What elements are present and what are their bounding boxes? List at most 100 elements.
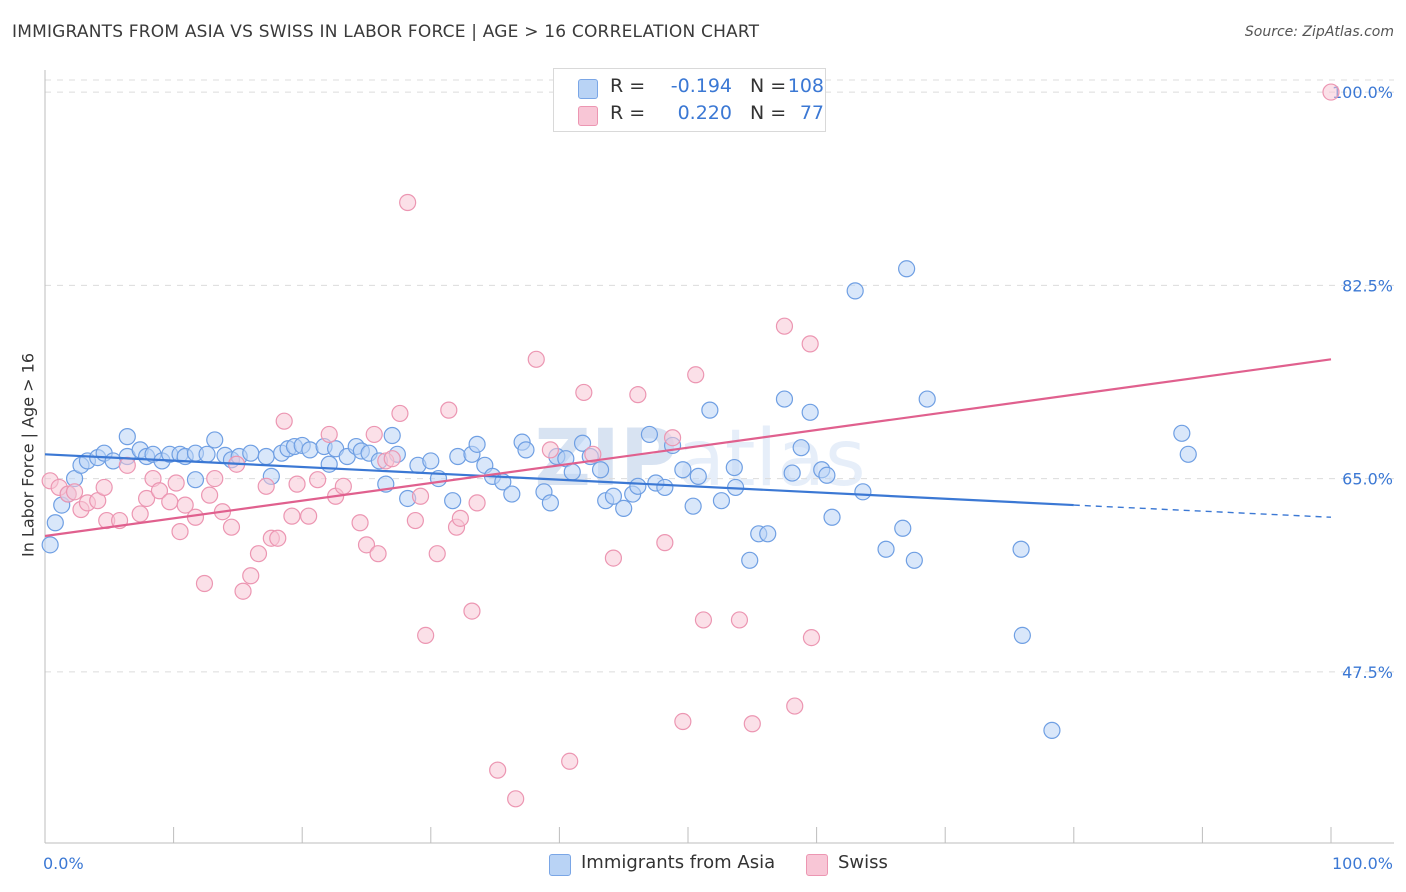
legend-n-label: N = [750, 75, 787, 97]
data-point-swiss [242, 567, 260, 585]
axes [44, 70, 1394, 844]
data-point-swiss [65, 483, 84, 501]
watermark-atlas: atlas [677, 414, 866, 504]
legend-swatch-swiss [578, 106, 598, 126]
data-point-asia [898, 260, 916, 278]
data-point-swiss [1322, 83, 1340, 101]
data-point-swiss [674, 712, 692, 731]
data-point-asia [783, 464, 801, 482]
legend-n-value: 77 [799, 102, 824, 124]
data-point-swiss [131, 505, 149, 523]
data-point-asia [41, 536, 59, 554]
data-point-swiss [334, 477, 352, 495]
data-point-swiss [411, 487, 430, 505]
data-point-swiss [95, 478, 113, 497]
data-point-asia [615, 499, 633, 518]
data-point-asia [301, 441, 319, 459]
tick-labels: 47.5% 65.0% 82.5% 100.0% 0.0% 100.0% [43, 83, 1393, 873]
data-point-asia [801, 403, 819, 421]
data-point-swiss [507, 790, 525, 808]
data-point-asia [792, 439, 810, 457]
data-point-swiss [234, 582, 252, 600]
y-tick-label: 100.0% [1332, 83, 1393, 102]
data-point-asia [257, 447, 275, 466]
data-point-swiss [201, 486, 219, 504]
data-point-asia [186, 471, 205, 489]
chart-title: IMMIGRANTS FROM ASIA VS SWISS IN LABOR F… [12, 22, 760, 42]
data-point-asia [759, 525, 777, 543]
trend-lines [44, 358, 1332, 538]
data-point-asia [503, 485, 521, 503]
data-point-swiss [802, 629, 821, 647]
data-point-asia [206, 431, 224, 449]
legend-label-asia: Immigrants from Asia [581, 852, 776, 873]
data-point-swiss [527, 350, 545, 368]
data-point-asia [1179, 445, 1197, 463]
data-point-swiss [288, 475, 306, 493]
data-point-asia [517, 441, 535, 459]
data-point-asia [854, 483, 872, 501]
legend-n-value: 108 [787, 75, 824, 97]
x-tick-label: 100.0% [1332, 854, 1393, 873]
y-tick-label: 47.5% [1342, 663, 1393, 682]
data-point-asia [818, 466, 836, 484]
data-point-asia [741, 551, 759, 569]
data-point-swiss [489, 761, 507, 779]
data-point-swiss [195, 574, 214, 593]
data-point-swiss [206, 469, 224, 488]
legend-r-label: R = [610, 102, 646, 124]
data-point-asia [1173, 424, 1191, 442]
data-point-swiss [399, 193, 417, 212]
data-point-swiss [451, 509, 469, 527]
data-point-swiss [222, 518, 241, 536]
data-point-asia [46, 514, 64, 532]
legend-swatch-asia [578, 79, 598, 99]
data-point-asia [242, 444, 260, 462]
data-point-swiss [320, 425, 338, 444]
data-point-swiss [775, 317, 794, 335]
data-point-swiss [468, 494, 486, 512]
data-point-asia [823, 508, 841, 526]
legend-swatch-swiss [806, 854, 828, 876]
trend-line-swiss [44, 358, 1332, 538]
data-point-asia [712, 492, 731, 510]
data-point-swiss [656, 534, 674, 552]
data-point-swiss [417, 626, 435, 644]
data-point-swiss [604, 549, 623, 567]
data-point-swiss [428, 545, 446, 563]
data-point-swiss [463, 602, 481, 620]
data-point-swiss [365, 425, 383, 444]
data-point-swiss [300, 507, 318, 525]
data-point-swiss [257, 477, 275, 495]
y-tick-label: 82.5% [1342, 276, 1393, 295]
data-point-asia [846, 282, 864, 300]
data-point-swiss [730, 611, 749, 629]
data-point-swiss [150, 482, 169, 500]
data-point-swiss [186, 508, 205, 526]
data-point-asia [656, 478, 674, 497]
data-point-asia [449, 447, 467, 466]
stats-legend: R = -0.194 N = 108 R = 0.220 N = 77 [553, 68, 826, 132]
data-point-asia [541, 494, 559, 512]
source-label: Source: ZipAtlas.com [1244, 24, 1394, 40]
data-point-asia [701, 401, 719, 419]
data-point-swiss [309, 471, 327, 489]
data-point-asia [674, 461, 692, 479]
data-point-swiss [575, 383, 593, 402]
data-point-swiss [584, 445, 602, 463]
data-point-swiss [357, 536, 376, 554]
data-point-swiss [561, 752, 579, 770]
data-point-asia [877, 540, 895, 558]
data-point-asia [591, 461, 610, 479]
data-point-asia [918, 390, 936, 408]
data-point-asia [422, 452, 440, 470]
data-point-asia [320, 455, 338, 473]
data-point-swiss [391, 404, 409, 423]
data-point-asia [468, 435, 486, 453]
data-point-asia [198, 445, 216, 463]
data-point-swiss [694, 611, 713, 629]
data-point-asia [1013, 626, 1031, 644]
trend-line-asia-extension [1073, 504, 1332, 518]
data-point-swiss [440, 401, 458, 419]
data-point-asia [684, 497, 702, 515]
